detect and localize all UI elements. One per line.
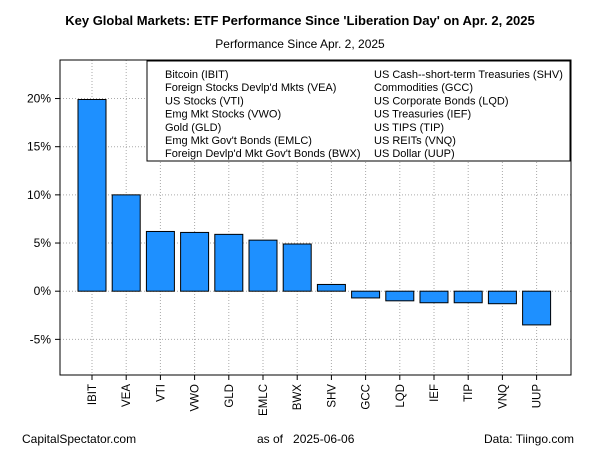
legend-entry: US Stocks (VTI) [165, 95, 244, 107]
axes: -5% 0% 5% 10% 15% 20% IBIT VEA VTI VWO GLD EMLC BWX S… [27, 59, 572, 416]
bar-uup [522, 290, 552, 326]
y-tick-label: 0% [34, 284, 52, 298]
bar-vea [111, 194, 141, 292]
bar-vnq [487, 290, 517, 305]
x-tick-label: GCC [361, 384, 373, 410]
x-tick-label: BWX [292, 384, 304, 411]
legend-entry: Bitcoin (IBIT) [165, 69, 229, 81]
chart-title: Key Global Markets: ETF Performance Sinc… [65, 13, 535, 28]
legend-entry: US Cash--short-term Treasuries (SHV) [374, 69, 563, 81]
x-tick-label: VEA [121, 384, 133, 407]
legend-box [146, 60, 571, 162]
y-tick-label: 20% [27, 92, 51, 106]
bar-emlc [248, 239, 278, 292]
bar-ibit [77, 98, 107, 292]
plot-frame [59, 59, 572, 376]
x-tick-label: UUP [532, 384, 544, 409]
x-tick-label: VWO [190, 384, 202, 412]
bar-vwo [180, 231, 210, 292]
chart-subtitle: Performance Since Apr. 2, 2025 [215, 37, 385, 51]
x-tick-label: IEF [429, 384, 441, 402]
x-tick-label: LQD [395, 384, 407, 408]
legend-entry: Gold (GLD) [165, 122, 221, 134]
legend-entry: Foreign Stocks Devlp'd Mkts (VEA) [165, 82, 336, 94]
bar-shv [316, 283, 346, 292]
y-tick-label: -5% [30, 332, 52, 346]
legend-entry: Commodities (GCC) [374, 82, 473, 94]
legend-entry: US Dollar (UUP) [374, 148, 455, 160]
x-tick-label: GLD [224, 384, 236, 408]
bar-ief [419, 290, 449, 304]
footer-data-credit: Data: Tiingo.com [483, 432, 574, 446]
x-tick-label: IBIT [87, 384, 99, 405]
legend-entry: Foreign Devlp'd Mkt Gov't Bonds (BWX) [165, 148, 361, 160]
x-tick-label: TIP [463, 384, 475, 402]
y-tick-label: 10% [27, 188, 51, 202]
legend-entry: US Corporate Bonds (LQD) [374, 95, 509, 107]
x-tick-label: EMLC [258, 384, 270, 416]
bar-lqd [385, 290, 415, 302]
y-tick-label: 5% [34, 236, 52, 250]
bar-gld [214, 233, 244, 292]
bar-vti [145, 230, 175, 292]
footer-source-site: CapitalSpectator.com [22, 432, 137, 446]
footer-date: as of 2025-06-06 [257, 432, 355, 446]
legend: Bitcoin (IBIT)Foreign Stocks Devlp'd Mkt… [146, 60, 571, 162]
legend-entry: US Treasuries (IEF) [374, 109, 471, 121]
legend-entry: US TIPS (TIP) [374, 122, 444, 134]
legend-entry: Emg Mkt Gov't Bonds (EMLC) [165, 135, 312, 147]
x-tick-label: VNQ [497, 384, 509, 409]
bar-tip [453, 290, 483, 304]
bar-gcc [351, 290, 381, 299]
x-tick-label: VTI [155, 384, 167, 402]
bar-bwx [282, 243, 312, 292]
legend-entry: Emg Mkt Stocks (VWO) [165, 109, 281, 121]
y-tick-label: 15% [27, 140, 51, 154]
x-tick-label: SHV [326, 384, 338, 408]
bars [77, 98, 552, 326]
legend-entry: US REITs (VNQ) [374, 135, 456, 147]
